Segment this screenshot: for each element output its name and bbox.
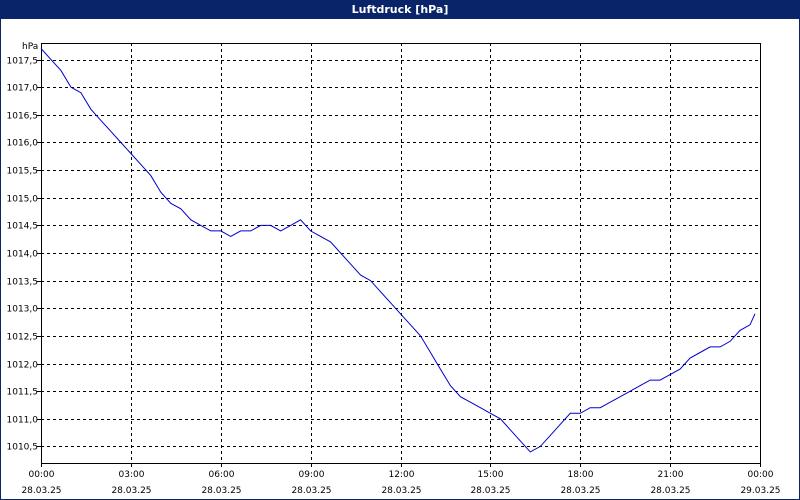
y-tick-label: 1015,5 <box>7 167 39 177</box>
plot-area-border <box>41 43 761 464</box>
series-layer <box>40 48 756 453</box>
x-tick-time-label: 06:00 <box>209 470 235 480</box>
x-tick-time-label: 00:00 <box>748 470 774 480</box>
x-tick-date-label: 28.03.25 <box>111 486 151 496</box>
y-tick-label: 1014,5 <box>7 222 39 232</box>
y-tick-labels: 1010,5 1011,0 1011,5 1012,0 1012,5 1013,0 1013… <box>7 57 39 453</box>
y-tick-label: 1017,0 <box>7 84 39 94</box>
x-tick-time-label: 21:00 <box>658 470 684 480</box>
x-tick-date-label: 28.03.25 <box>560 486 600 496</box>
x-tick-time-label: 18:00 <box>568 470 594 480</box>
y-tick-label: 1011,5 <box>7 388 39 398</box>
y-tick-label: 1016,5 <box>7 112 39 122</box>
x-tick-time-label: 15:00 <box>478 470 504 480</box>
y-tick-label: 1017,5 <box>7 57 39 67</box>
x-tick-time-label: 09:00 <box>299 470 325 480</box>
x-tick-time-label: 00:00 <box>29 470 55 480</box>
chart-title: Luftdruck [hPa] <box>1 1 799 19</box>
x-tick-time-label: 12:00 <box>389 470 415 480</box>
x-tick-date-label: 29.03.25 <box>740 486 780 496</box>
x-tick-labels: 00:00 28.03.25 03:00 28.03.25 06:00 28.03.25 0… <box>21 470 780 496</box>
y-axis-unit-label: hPa <box>22 42 38 52</box>
y-tick-label: 1011,0 <box>7 416 39 426</box>
y-tick-label: 1015,0 <box>7 195 39 205</box>
y-tick-label: 1013,5 <box>7 278 39 288</box>
pressure-series-line <box>40 48 756 453</box>
x-tick-date-label: 28.03.25 <box>470 486 510 496</box>
x-tick-date-label: 28.03.25 <box>291 486 331 496</box>
y-tick-label: 1013,0 <box>7 305 39 315</box>
x-tick-date-label: 28.03.25 <box>201 486 241 496</box>
x-tick-time-label: 03:00 <box>119 470 145 480</box>
x-tick-date-label: 28.03.25 <box>381 486 421 496</box>
axes <box>37 43 761 467</box>
x-tick-date-label: 28.03.25 <box>650 486 690 496</box>
x-tick-date-label: 28.03.25 <box>21 486 61 496</box>
y-tick-label: 1014,0 <box>7 250 39 260</box>
y-tick-label: 1010,5 <box>7 443 39 453</box>
y-tick-label: 1012,5 <box>7 333 39 343</box>
y-tick-label: 1012,0 <box>7 361 39 371</box>
y-tick-label: 1016,0 <box>7 139 39 149</box>
grid-lines <box>41 43 760 463</box>
